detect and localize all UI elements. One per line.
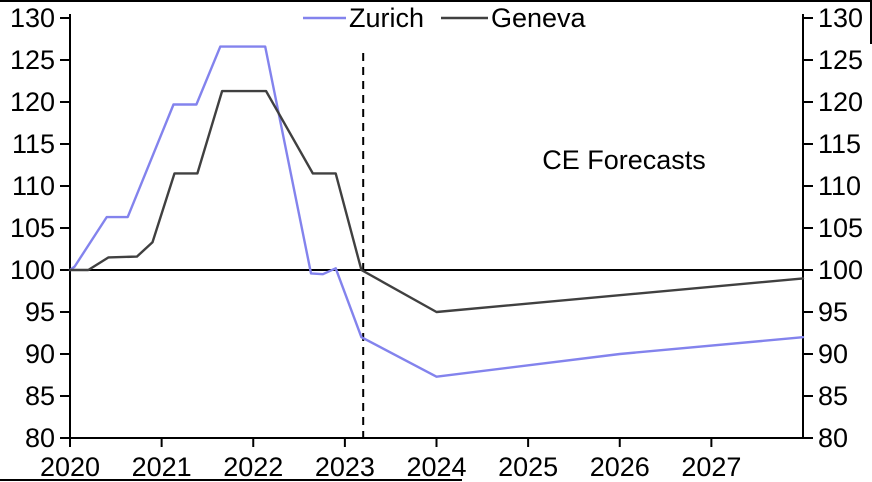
legend: Zurich Geneva <box>303 3 587 33</box>
y-axis-right-label: 100 <box>818 255 863 285</box>
x-axis-label: 2027 <box>681 452 741 482</box>
x-axis-ticks: 2020 2021 2022 2023 2024 2025 2026 2027 <box>40 438 741 482</box>
x-axis-label: 2021 <box>132 452 192 482</box>
y-axis-right-label: 85 <box>818 381 848 411</box>
x-axis-label: 2025 <box>498 452 558 482</box>
y-axis-right-label: 130 <box>818 3 863 33</box>
axes-frame <box>69 14 804 439</box>
y-axis-right-label: 125 <box>818 45 863 75</box>
y-axis-right-label: 80 <box>818 423 848 453</box>
legend-zurich-label: Zurich <box>349 3 424 33</box>
border-top <box>0 0 872 2</box>
border-right <box>870 0 872 44</box>
x-axis-label: 2022 <box>223 452 283 482</box>
y-axis-left-label: 110 <box>12 171 55 201</box>
series-line-zurich <box>68 45 805 378</box>
x-axis-label: 2023 <box>315 452 375 482</box>
y-axis-left-label: 80 <box>25 423 55 453</box>
y-axis-ticks: 80 85 90 95 100 105 110 115 120 125 130 80 85 90 95 100… <box>10 3 863 453</box>
x-axis-label: 2024 <box>406 452 466 482</box>
y-axis-left-label: 105 <box>10 213 55 243</box>
y-axis-left-label: 100 <box>10 255 55 285</box>
y-axis-left-label: 90 <box>25 339 55 369</box>
chart-root: 80 85 90 95 100 105 110 115 120 125 130 80 85 90 95 100… <box>10 3 863 482</box>
y-axis-right-label: 115 <box>818 129 861 159</box>
y-axis-right-label: 110 <box>818 171 861 201</box>
border-bottom <box>0 479 462 481</box>
y-axis-right-label: 95 <box>818 297 848 327</box>
series-line-geneva <box>68 89 805 314</box>
x-axis-label: 2020 <box>40 452 100 482</box>
y-axis-left-label: 120 <box>10 87 55 117</box>
y-axis-left-label: 130 <box>10 3 55 33</box>
y-axis-right-label: 105 <box>818 213 863 243</box>
y-axis-left-label: 85 <box>25 381 55 411</box>
y-axis-left-label: 115 <box>12 129 55 159</box>
x-axis-label: 2026 <box>590 452 650 482</box>
y-axis-right-label: 90 <box>818 339 848 369</box>
forecast-annotation: CE Forecasts <box>542 145 706 175</box>
legend-geneva-label: Geneva <box>491 3 587 33</box>
y-axis-right-label: 120 <box>818 87 863 117</box>
y-axis-left-label: 95 <box>25 297 55 327</box>
y-axis-left-label: 125 <box>10 45 55 75</box>
